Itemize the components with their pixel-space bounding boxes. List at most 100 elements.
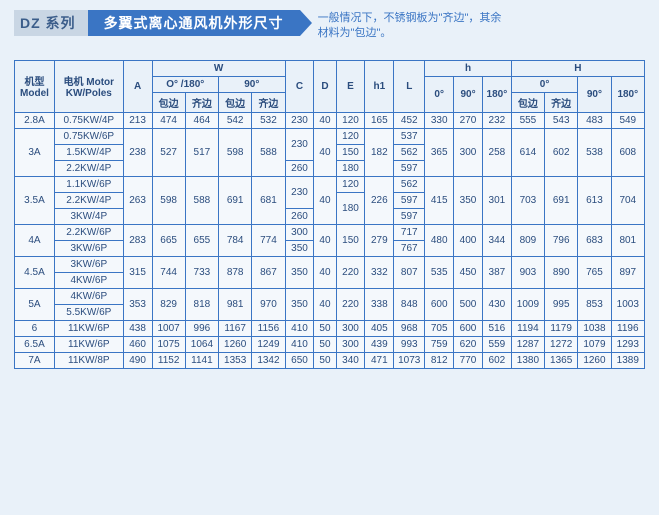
cell: 315 [123, 256, 152, 288]
cell: 490 [123, 352, 152, 368]
th-W: W [152, 60, 285, 76]
cell: 438 [123, 320, 152, 336]
cell: 683 [578, 224, 611, 256]
cell: 300 [454, 128, 483, 176]
th-D: D [314, 60, 336, 112]
th-H-qi: 齐边 [545, 92, 578, 112]
th-qi2: 齐边 [252, 92, 285, 112]
cell: 2.8A [15, 112, 55, 128]
table-row: 4A2.2KW/6P283665655784774300401502797174… [15, 224, 645, 240]
cell: 829 [152, 288, 185, 320]
table-row: 2.8A0.75KW/4P213474464542532230401201654… [15, 112, 645, 128]
cell: 1272 [545, 336, 578, 352]
cell: 263 [123, 176, 152, 224]
cell: 1342 [252, 352, 285, 368]
cell: 527 [152, 128, 185, 176]
cell: 350 [285, 288, 314, 320]
cell: 1167 [219, 320, 252, 336]
cell: 535 [425, 256, 454, 288]
th-qi1: 齐边 [185, 92, 218, 112]
cell: 517 [185, 128, 218, 176]
title-block: DZ 系列 多翼式离心通风机外形尺寸 [14, 10, 300, 36]
cell: 993 [394, 336, 425, 352]
cell: 6.5A [15, 336, 55, 352]
cell: 1194 [511, 320, 544, 336]
cell: 970 [252, 288, 285, 320]
cell: 450 [454, 256, 483, 288]
cell: 537 [394, 128, 425, 144]
cell: 1260 [578, 352, 611, 368]
cell: 705 [425, 320, 454, 336]
cell: 40 [314, 112, 336, 128]
cell: 301 [482, 176, 511, 224]
cell: 784 [219, 224, 252, 256]
cell: 150 [336, 144, 365, 160]
th-h: h [425, 60, 512, 76]
header-note: 一般情况下，不锈钢板为"齐边"，其余 材料为"包边"。 [318, 10, 645, 42]
cell: 11KW/6P [54, 320, 123, 336]
cell: 1287 [511, 336, 544, 352]
th-A: A [123, 60, 152, 112]
cell: 655 [185, 224, 218, 256]
cell: 387 [482, 256, 511, 288]
cell: 11KW/8P [54, 352, 123, 368]
th-H: H [511, 60, 644, 76]
cell: 650 [285, 352, 314, 368]
cell: 968 [394, 320, 425, 336]
table-body: 2.8A0.75KW/4P213474464542532230401201654… [15, 112, 645, 368]
cell: 549 [611, 112, 644, 128]
cell: 588 [185, 176, 218, 224]
th-C: C [285, 60, 314, 112]
cell: 40 [314, 176, 336, 224]
cell: 260 [285, 208, 314, 224]
cell: 430 [482, 288, 511, 320]
cell: 516 [482, 320, 511, 336]
cell: 1353 [219, 352, 252, 368]
cell: 365 [425, 128, 454, 176]
cell: 4KW/6P [54, 272, 123, 288]
cell: 597 [394, 160, 425, 176]
cell: 1293 [611, 336, 644, 352]
cell: 283 [123, 224, 152, 256]
cell: 474 [152, 112, 185, 128]
cell: 765 [578, 256, 611, 288]
th-h180: 180° [482, 76, 511, 112]
table-row: 611KW/6P43810079961167115641050300405968… [15, 320, 645, 336]
cell: 0.75KW/4P [54, 112, 123, 128]
cell: 878 [219, 256, 252, 288]
cell: 995 [545, 288, 578, 320]
cell: 180 [336, 192, 365, 224]
cell: 483 [578, 112, 611, 128]
cell: 340 [336, 352, 365, 368]
dimensions-table: 机型Model 电机 MotorKW/Poles A W C D E h1 L … [14, 60, 645, 369]
cell: 230 [285, 112, 314, 128]
cell: 903 [511, 256, 544, 288]
cell: 796 [545, 224, 578, 256]
cell: 260 [285, 160, 314, 176]
cell: 717 [394, 224, 425, 240]
cell: 415 [425, 176, 454, 224]
cell: 2.2KW/4P [54, 160, 123, 176]
cell: 1003 [611, 288, 644, 320]
cell: 1196 [611, 320, 644, 336]
cell: 471 [365, 352, 394, 368]
cell: 1152 [152, 352, 185, 368]
cell: 279 [365, 224, 394, 256]
cell: 801 [611, 224, 644, 256]
cell: 1079 [578, 336, 611, 352]
table-row: 6.5A11KW/6P46010751064126012494105030043… [15, 336, 645, 352]
cell: 598 [152, 176, 185, 224]
cell: 848 [394, 288, 425, 320]
cell: 704 [611, 176, 644, 224]
cell: 232 [482, 112, 511, 128]
cell: 332 [365, 256, 394, 288]
th-W-o: O° /180° [152, 76, 219, 92]
cell: 300 [336, 336, 365, 352]
table-row: 3.5A1.1KW/6P2635985886916812304012022656… [15, 176, 645, 192]
cell: 11KW/6P [54, 336, 123, 352]
cell: 7A [15, 352, 55, 368]
cell: 744 [152, 256, 185, 288]
table-row: 7A11KW/8P4901152114113531342650503404711… [15, 352, 645, 368]
cell: 532 [252, 112, 285, 128]
series-tag: DZ 系列 [14, 10, 88, 36]
